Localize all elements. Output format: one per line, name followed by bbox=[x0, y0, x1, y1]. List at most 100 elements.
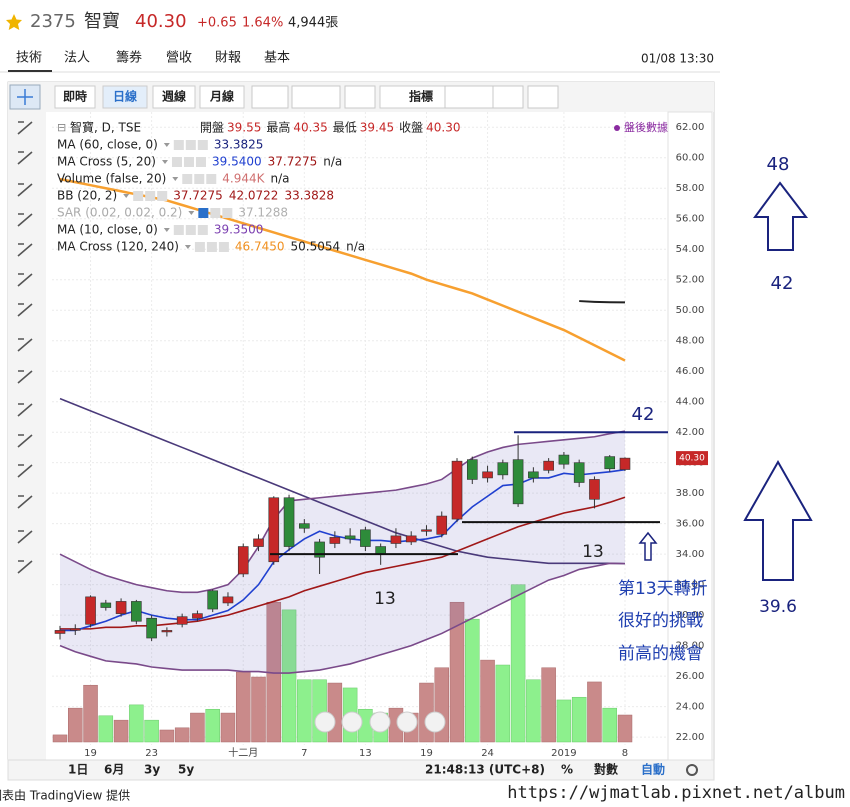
range-button[interactable]: 1日 bbox=[68, 763, 88, 777]
indicator-line bbox=[60, 468, 626, 632]
volume-bar bbox=[327, 682, 343, 743]
candle-body bbox=[421, 529, 432, 532]
tool-icon[interactable] bbox=[17, 121, 33, 135]
tool-icon[interactable] bbox=[17, 434, 33, 448]
toolbar-button[interactable] bbox=[199, 85, 245, 109]
indicator-control[interactable] bbox=[210, 208, 221, 218]
indicator-menu[interactable] bbox=[161, 160, 168, 164]
indicator-menu[interactable] bbox=[123, 194, 130, 198]
zoom-in[interactable] bbox=[396, 711, 418, 733]
toolbar-icon[interactable] bbox=[527, 85, 559, 109]
indicator-control[interactable] bbox=[145, 191, 156, 201]
indicator-control[interactable] bbox=[173, 140, 184, 150]
indicator-control[interactable] bbox=[185, 225, 196, 235]
volume-bar bbox=[587, 681, 602, 743]
scroll-right[interactable] bbox=[424, 711, 446, 733]
indicator-control[interactable] bbox=[197, 140, 208, 150]
tool-icon[interactable] bbox=[17, 213, 33, 227]
tool-icon[interactable] bbox=[17, 495, 33, 509]
indicator-control[interactable] bbox=[206, 242, 217, 252]
range-button[interactable]: 3y bbox=[144, 763, 160, 777]
tabs: 技術 法人 籌券 營收 財報 基本 bbox=[16, 50, 290, 66]
candle-body bbox=[131, 601, 142, 622]
toolbar-button[interactable] bbox=[102, 85, 148, 109]
indicator-control[interactable] bbox=[185, 140, 196, 150]
indicator-control[interactable] bbox=[173, 225, 184, 235]
indicator-control[interactable] bbox=[183, 157, 194, 167]
tool-icon[interactable] bbox=[17, 530, 33, 544]
indicator-control[interactable] bbox=[206, 174, 217, 184]
indicator-control[interactable] bbox=[171, 157, 182, 167]
y-tick-label: 22.00 bbox=[676, 732, 705, 743]
candle-body bbox=[161, 630, 173, 633]
tool-icon[interactable] bbox=[17, 183, 33, 197]
toolbar-icon[interactable] bbox=[444, 85, 496, 109]
toolbar-icon[interactable] bbox=[251, 85, 289, 109]
toolbar-icon[interactable] bbox=[492, 85, 524, 109]
tool-icon[interactable] bbox=[17, 464, 33, 478]
reset[interactable] bbox=[369, 711, 391, 733]
range-button[interactable]: 6月 bbox=[104, 763, 124, 777]
y-tick-label: 50.00 bbox=[676, 305, 705, 316]
price: 40.30 bbox=[135, 11, 187, 32]
indicator-control[interactable] bbox=[198, 208, 209, 218]
indicator-control[interactable] bbox=[218, 242, 229, 252]
indicator-control[interactable] bbox=[194, 174, 205, 184]
bottom-controls: 1日 6月 3y 5y 21:48:13 (UTC+8)% 對數 自動 bbox=[68, 762, 698, 777]
tool-icon[interactable] bbox=[17, 273, 33, 287]
indicator-menu[interactable] bbox=[163, 228, 170, 232]
indicator-control[interactable] bbox=[197, 225, 208, 235]
x-tick-label: 2019 bbox=[551, 748, 576, 759]
price-axis bbox=[667, 111, 713, 761]
indicator-control[interactable] bbox=[222, 208, 233, 218]
indicator-control[interactable] bbox=[182, 174, 193, 184]
favorite-star[interactable] bbox=[6, 14, 22, 30]
indicator-menu[interactable] bbox=[172, 177, 179, 181]
candle-body bbox=[558, 454, 570, 465]
tool-icon[interactable] bbox=[17, 338, 33, 352]
indicator-menu[interactable] bbox=[188, 211, 195, 215]
annotation: 13 bbox=[582, 542, 604, 562]
zoom-out[interactable] bbox=[341, 711, 363, 733]
indicator-menu[interactable] bbox=[184, 245, 191, 249]
after-hours[interactable]: 盤後數據 bbox=[624, 120, 668, 134]
axis-option[interactable]: 對數 bbox=[594, 762, 618, 777]
tool-icon[interactable] bbox=[17, 403, 33, 417]
axis-option[interactable]: % bbox=[561, 763, 573, 777]
toolbar-icon[interactable] bbox=[291, 85, 341, 109]
tab[interactable]: 營收 bbox=[166, 51, 192, 66]
indicator-control[interactable] bbox=[194, 242, 205, 252]
indicator-menu[interactable] bbox=[163, 143, 170, 147]
annotation: 13 bbox=[374, 589, 396, 609]
volume-bar bbox=[174, 727, 190, 743]
axis-option[interactable]: 自動 bbox=[641, 762, 665, 777]
y-tick-label: 30.00 bbox=[676, 610, 705, 621]
indicator-control[interactable] bbox=[195, 157, 206, 167]
toolbar-button[interactable] bbox=[54, 85, 96, 109]
tab[interactable]: 財報 bbox=[215, 51, 241, 66]
indicator-control[interactable] bbox=[157, 191, 168, 201]
toolbar-icon[interactable] bbox=[344, 85, 376, 109]
indicator-control[interactable] bbox=[133, 191, 144, 201]
toolbar-button[interactable] bbox=[152, 85, 196, 109]
range-button[interactable]: 5y bbox=[178, 763, 194, 777]
y-tick-label: 26.00 bbox=[676, 671, 705, 682]
tab[interactable]: 技術 bbox=[16, 51, 42, 66]
tool-icon[interactable] bbox=[17, 303, 33, 317]
tab[interactable]: 法人 bbox=[64, 51, 90, 66]
tab[interactable]: 籌券 bbox=[116, 50, 142, 66]
tool-icon[interactable] bbox=[17, 243, 33, 257]
bottom-bar bbox=[7, 759, 715, 781]
tool-icon[interactable] bbox=[17, 560, 33, 574]
candle-body bbox=[589, 479, 600, 500]
candle-body bbox=[207, 590, 218, 610]
tool-icon[interactable] bbox=[17, 151, 33, 165]
volume-bar bbox=[281, 609, 297, 743]
scroll-left[interactable] bbox=[314, 711, 336, 733]
tab[interactable]: 基本 bbox=[264, 51, 290, 66]
tool-icon[interactable] bbox=[17, 370, 33, 384]
settings[interactable] bbox=[686, 764, 698, 776]
candle-body bbox=[69, 628, 81, 631]
indicator-line bbox=[59, 397, 626, 565]
